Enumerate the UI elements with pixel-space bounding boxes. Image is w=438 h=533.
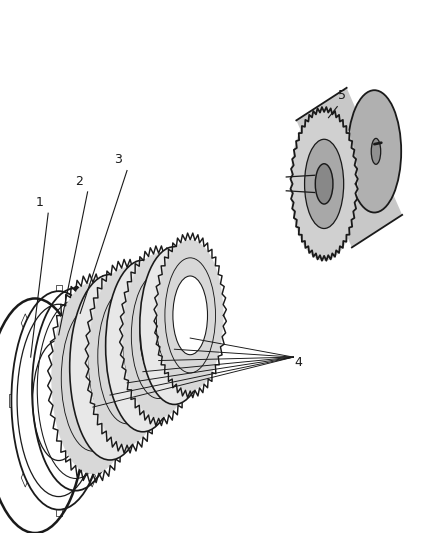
Ellipse shape <box>315 164 333 204</box>
Polygon shape <box>297 88 402 247</box>
Ellipse shape <box>173 276 208 354</box>
Ellipse shape <box>70 274 150 460</box>
Ellipse shape <box>89 319 131 415</box>
Text: 1: 1 <box>35 196 43 209</box>
Ellipse shape <box>304 139 344 229</box>
Ellipse shape <box>290 107 358 261</box>
Ellipse shape <box>88 267 166 445</box>
Ellipse shape <box>123 253 194 418</box>
Ellipse shape <box>107 310 147 402</box>
Ellipse shape <box>157 240 223 391</box>
Ellipse shape <box>140 247 209 405</box>
Text: 4: 4 <box>294 356 302 369</box>
Ellipse shape <box>106 260 180 432</box>
Ellipse shape <box>371 139 381 164</box>
Ellipse shape <box>51 282 134 474</box>
Ellipse shape <box>71 328 114 428</box>
Ellipse shape <box>348 90 401 213</box>
Ellipse shape <box>124 301 162 391</box>
Ellipse shape <box>156 285 192 367</box>
Text: 5: 5 <box>338 90 346 102</box>
Text: 3: 3 <box>114 154 122 166</box>
Ellipse shape <box>140 293 177 379</box>
Text: 2: 2 <box>75 175 83 188</box>
